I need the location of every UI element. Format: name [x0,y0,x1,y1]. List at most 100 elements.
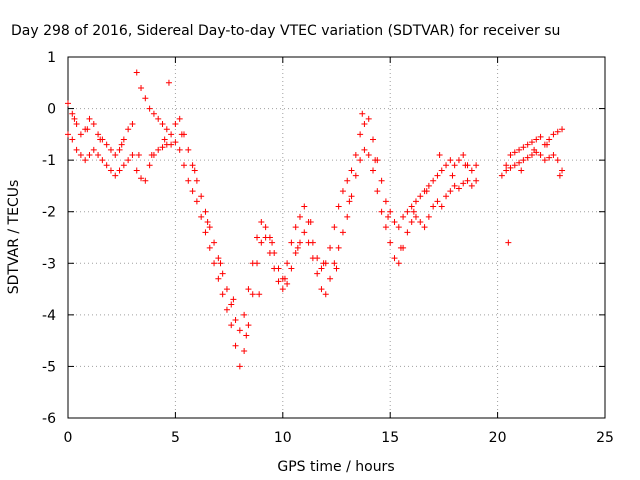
data-point [412,213,419,220]
data-point [112,172,119,179]
data-point [430,203,437,210]
data-point [232,342,239,349]
data-point [103,162,110,169]
data-point [331,224,338,231]
data-point [436,151,443,158]
data-point [455,157,462,164]
data-point [107,146,114,153]
data-point [296,239,303,246]
data-point [528,139,535,146]
data-point [258,239,265,246]
y-tick-label: 1 [47,50,56,66]
data-point [559,126,566,133]
data-point [408,203,415,210]
data-point [211,239,218,246]
data-point [275,278,282,285]
y-tick-label: -4 [42,308,56,324]
data-point [544,141,551,148]
data-point [155,115,162,122]
data-point [219,291,226,298]
x-tick-label: 15 [381,430,399,446]
data-point [357,157,364,164]
data-point [189,188,196,195]
x-tick-label: 0 [64,430,73,446]
data-point [142,95,149,102]
series-1 [65,69,566,334]
data-point [339,229,346,236]
data-point [346,198,353,205]
data-points [65,69,566,370]
data-point [223,306,230,313]
data-point [236,327,243,334]
data-point [146,162,153,169]
data-point [254,234,261,241]
data-point [531,146,538,153]
axis-ticks: 0 5 10 15 20 25 -6 -5 -4 -3 -2 -1 0 1 [42,50,614,446]
data-point [503,167,510,174]
data-point [135,151,142,158]
data-point [69,110,76,117]
data-point [423,188,430,195]
data-point [344,177,351,184]
data-point [206,244,213,251]
plot-frame [67,56,606,419]
data-point [258,219,265,226]
data-point [528,151,535,158]
data-point [507,164,514,171]
data-point [327,275,334,282]
data-point [434,172,441,179]
data-point [284,260,291,267]
data-point [511,149,518,156]
data-point [215,275,222,282]
data-point [395,224,402,231]
data-point [370,136,377,143]
data-point [314,255,321,262]
data-point [262,224,269,231]
x-tick-label: 25 [596,430,614,446]
data-point [77,131,84,138]
data-point [223,286,230,293]
data-point [520,144,527,151]
data-point [204,219,211,226]
y-tick-label: 0 [47,102,56,118]
data-point [211,260,218,267]
data-point [129,151,136,158]
data-point [460,151,467,158]
data-point [372,157,379,164]
data-point [537,151,544,158]
data-point [361,146,368,153]
data-point [365,115,372,122]
data-point [142,177,149,184]
data-point [161,136,168,143]
data-point [468,167,475,174]
data-point [503,162,510,169]
data-point [378,208,385,215]
data-point [198,193,205,200]
data-point [318,286,325,293]
data-point [245,322,252,329]
y-tick-label: -1 [42,153,56,169]
data-point [473,177,480,184]
data-point [455,185,462,192]
data-point [176,146,183,153]
data-point [320,260,327,267]
data-point [266,234,273,241]
x-tick-label: 5 [171,430,180,446]
data-point [241,311,248,318]
data-point [116,146,123,153]
data-point [524,154,531,161]
data-point [434,198,441,205]
data-point [339,188,346,195]
data-point [206,224,213,231]
data-point [243,332,250,339]
data-point [447,188,454,195]
data-point [228,301,235,308]
data-point [296,213,303,220]
data-point [348,167,355,174]
data-point [559,167,566,174]
data-point [215,255,222,262]
data-point [307,219,314,226]
data-point [189,162,196,169]
data-point [554,157,561,164]
data-point [430,177,437,184]
